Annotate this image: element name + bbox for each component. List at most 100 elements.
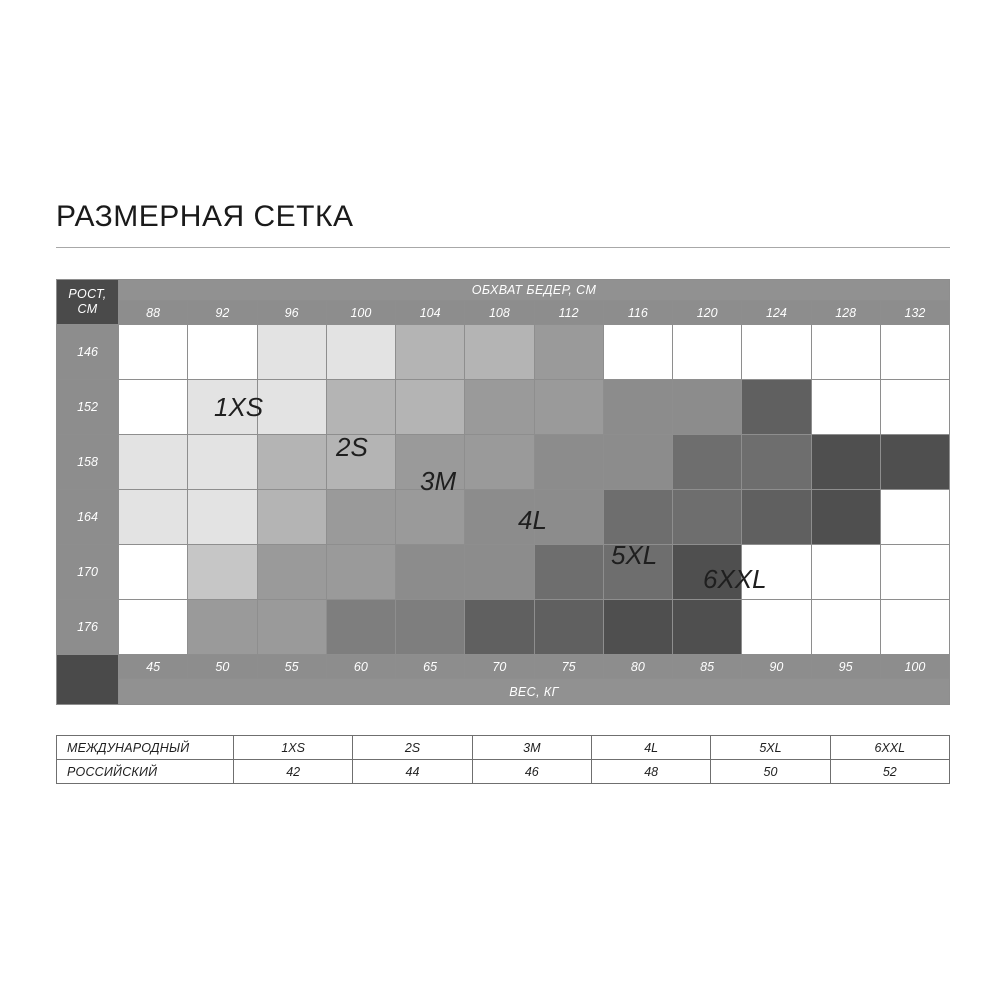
grid-cell [810, 324, 881, 380]
height-row-header-164: 164 [56, 489, 119, 545]
hip-column-header-108: 108 [464, 300, 535, 325]
weight-band-label: ВЕС, КГ [118, 678, 950, 705]
conversion-row: МЕЖДУНАРОДНЫЙ 1XS 2S 3M 4L 5XL 6XXL [56, 735, 951, 760]
bottom-left-corner [56, 654, 119, 705]
grid-row: 170 [56, 544, 951, 600]
title-divider [56, 247, 950, 248]
weight-column-header-60: 60 [325, 654, 397, 679]
grid-cell [879, 434, 951, 490]
grid-cell [464, 434, 535, 490]
conversion-row-label: МЕЖДУНАРОДНЫЙ [56, 735, 234, 760]
grid-cell [741, 489, 812, 545]
grid-cell [533, 489, 604, 545]
conversion-table-body: МЕЖДУНАРОДНЫЙ 1XS 2S 3M 4L 5XL 6XXL РОССИЙСКИЙ 4… [56, 735, 951, 784]
conversion-cell: 44 [352, 759, 473, 784]
grid-cell [602, 324, 674, 380]
grid-cell [879, 324, 951, 380]
conversion-table: МЕЖДУНАРОДНЫЙ 1XS 2S 3M 4L 5XL 6XXL РОССИЙСКИЙ 4… [56, 735, 951, 784]
weight-header-row: 45 50 55 60 65 70 75 80 85 90 95 100 [56, 654, 951, 705]
hip-column-header-88: 88 [117, 300, 189, 325]
height-row-header-176: 176 [56, 599, 119, 655]
grid-cell [187, 324, 258, 380]
conversion-row: РОССИЙСКИЙ 42 44 46 48 50 52 [56, 759, 951, 784]
grid-cell [879, 599, 951, 655]
hip-column-header-100: 100 [325, 300, 397, 325]
page-title: РАЗМЕРНАЯ СЕТКА [56, 200, 354, 233]
conversion-cell: 2S [352, 735, 473, 760]
grid-cell [602, 434, 674, 490]
grid-cell [741, 324, 812, 380]
weight-column-header-90: 90 [741, 654, 812, 679]
grid-cell [394, 489, 466, 545]
height-row-header-152: 152 [56, 379, 119, 435]
grid-cell [671, 544, 743, 600]
conversion-table-container: МЕЖДУНАРОДНЫЙ 1XS 2S 3M 4L 5XL 6XXL РОССИЙСКИЙ 4… [56, 735, 951, 784]
grid-cell [810, 379, 881, 435]
grid-cell [256, 379, 327, 435]
hip-column-header-116: 116 [602, 300, 674, 325]
weight-column-header-95: 95 [810, 654, 881, 679]
grid-cell [394, 599, 466, 655]
grid-cell [325, 434, 397, 490]
hip-band-label: ОБХВАТ БЕДЕР, СМ [118, 279, 950, 301]
conversion-cell: 48 [590, 759, 712, 784]
conversion-cell: 6XXL [829, 735, 951, 760]
size-grid-table: РОСТ, СМ ОБХВАТ БЕДЕР, СМ 88 92 96 100 104 108 11… [56, 279, 951, 705]
grid-cell [325, 599, 397, 655]
grid-cell [533, 544, 604, 600]
grid-cell [602, 489, 674, 545]
grid-cell [671, 599, 743, 655]
grid-cell [602, 544, 674, 600]
weight-band-row: ВЕС, КГ [57, 678, 950, 705]
conversion-cell: 52 [829, 759, 951, 784]
grid-cell [810, 544, 881, 600]
grid-cell [325, 489, 397, 545]
grid-cell [671, 324, 743, 380]
height-row-header-170: 170 [56, 544, 119, 600]
size-grid-container: РОСТ, СМ ОБХВАТ БЕДЕР, СМ 88 92 96 100 104 108 11… [56, 279, 951, 705]
weight-column-header-55: 55 [256, 654, 327, 679]
weight-column-header-50: 50 [187, 654, 258, 679]
grid-cell [394, 544, 466, 600]
hip-column-header-124: 124 [741, 300, 812, 325]
grid-cell [533, 324, 604, 380]
grid-row: 146 [56, 324, 951, 380]
weight-column-header-75: 75 [533, 654, 604, 679]
grid-cell [117, 434, 189, 490]
grid-cell [325, 544, 397, 600]
hip-column-header-112: 112 [533, 300, 604, 325]
conversion-cell: 42 [232, 759, 354, 784]
size-grid-body: РОСТ, СМ ОБХВАТ БЕДЕР, СМ 88 92 96 100 104 108 11… [56, 279, 951, 705]
hip-column-header-92: 92 [187, 300, 258, 325]
conversion-row-label: РОССИЙСКИЙ [56, 759, 234, 784]
conversion-cell: 5XL [710, 735, 831, 760]
grid-cell [187, 544, 258, 600]
grid-cell [117, 599, 189, 655]
weight-column-header-65: 65 [394, 654, 466, 679]
weight-column-header-100: 100 [879, 654, 951, 679]
grid-cell [117, 379, 189, 435]
conversion-cell: 4L [590, 735, 712, 760]
grid-cell [187, 379, 258, 435]
hip-column-header-132: 132 [879, 300, 951, 325]
hip-column-header-row: 88 92 96 100 104 108 112 116 120 124 128 132 [57, 300, 951, 325]
grid-cell [879, 489, 951, 545]
grid-cell [187, 489, 258, 545]
grid-cell [741, 434, 812, 490]
height-row-header-146: 146 [56, 324, 119, 380]
grid-header-band-row: РОСТ, СМ ОБХВАТ БЕДЕР, СМ [56, 279, 950, 325]
grid-cell [602, 379, 674, 435]
grid-row: 158 [56, 434, 951, 490]
conversion-cell: 50 [710, 759, 831, 784]
grid-cell [741, 379, 812, 435]
grid-cell [187, 599, 258, 655]
grid-cell [810, 489, 881, 545]
grid-cell [256, 544, 327, 600]
grid-cell [394, 324, 466, 380]
grid-cell [187, 434, 258, 490]
grid-row: 164 [56, 489, 951, 545]
grid-cell [464, 544, 535, 600]
grid-cell [533, 434, 604, 490]
grid-cell [464, 489, 535, 545]
